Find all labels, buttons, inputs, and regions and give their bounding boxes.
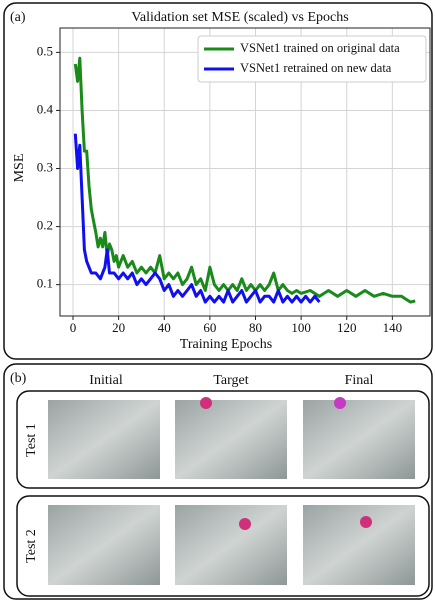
x-tick-label: 40: [158, 320, 171, 335]
column-header: Target: [213, 373, 248, 388]
row-frame: [16, 390, 430, 489]
series-line: [73, 133, 321, 304]
target-object: [334, 397, 346, 409]
column-header: Initial: [89, 373, 123, 388]
column-header: Final: [345, 373, 374, 388]
y-tick-label: 0.3: [37, 160, 53, 175]
plot-area: 0 20 40 60 80 100 120 140 0.1 0.2 0.3 0.4 0.5 VSNet1 …: [37, 28, 430, 335]
panel-label: (a): [10, 10, 26, 25]
row-label: Test 1: [24, 423, 39, 457]
legend-label: VSNet1 trained on original data: [240, 41, 400, 55]
y-tick-label: 0.5: [37, 43, 53, 58]
x-tick-label: 140: [383, 320, 403, 335]
photo: [48, 400, 160, 479]
x-tick-label: 120: [337, 320, 357, 335]
photo: [175, 505, 287, 585]
image-grid: [48, 397, 415, 585]
panel-b-frame: [3, 363, 433, 600]
photo: [303, 400, 415, 479]
legend-label: VSNet1 retrained on new data: [240, 61, 392, 75]
row-label: Test 2: [24, 529, 39, 563]
photo: [303, 505, 415, 585]
y-tick-label: 0.2: [37, 218, 53, 233]
panel-a-frame: [3, 2, 433, 360]
target-object: [200, 397, 212, 409]
row-frame: [16, 495, 430, 597]
panel-label: (b): [10, 371, 27, 386]
x-tick-label: 80: [249, 320, 262, 335]
y-tick-label: 0.1: [37, 276, 53, 291]
target-object: [360, 516, 372, 528]
plot-frame: [59, 27, 431, 317]
x-tick-label: 20: [112, 320, 125, 335]
y-tick-label: 0.4: [37, 101, 54, 116]
x-tick-label: 0: [70, 320, 77, 335]
x-axis-label: Training Epochs: [180, 337, 272, 352]
y-axis-label: MSE: [12, 154, 27, 183]
x-tick-label: 100: [291, 320, 311, 335]
series-line: [73, 56, 416, 304]
photo: [48, 505, 160, 585]
target-object: [239, 518, 251, 530]
x-tick-label: 60: [203, 320, 216, 335]
photo: [175, 400, 287, 479]
chart-title: Validation set MSE (scaled) vs Epochs: [131, 10, 348, 25]
legend-box: [197, 35, 427, 83]
